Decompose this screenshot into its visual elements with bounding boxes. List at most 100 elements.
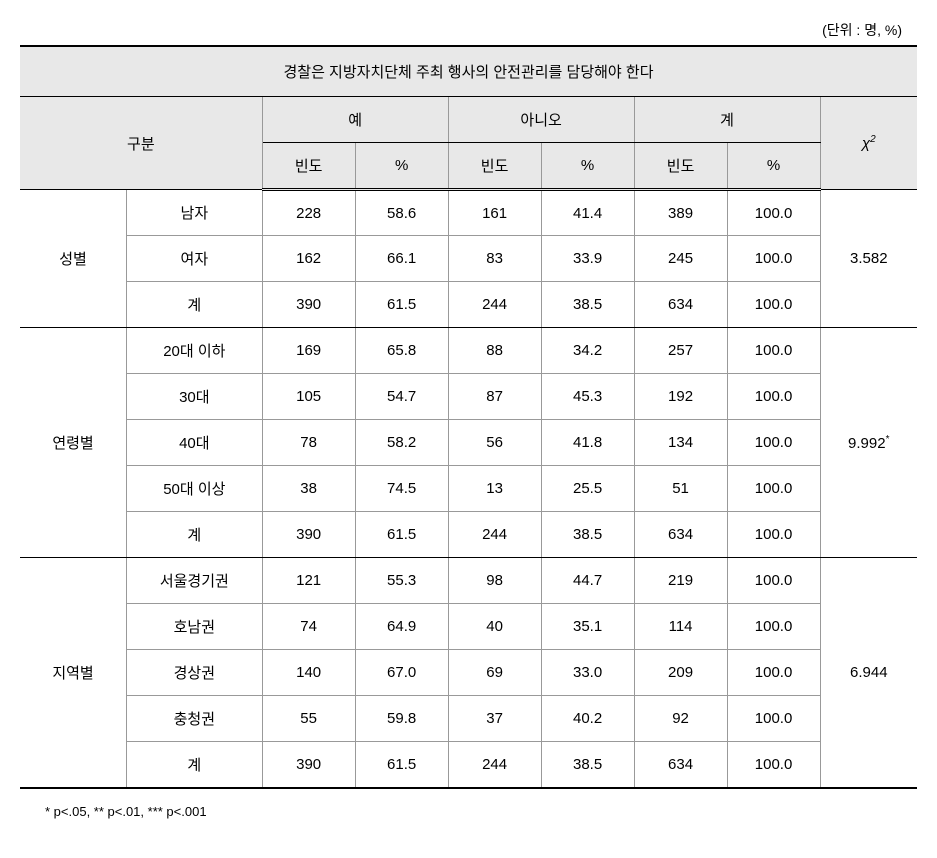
table-row: 성별남자22858.616141.4389100.03.582: [20, 190, 917, 236]
table-row: 40대7858.25641.8134100.0: [20, 420, 917, 466]
cell-no-freq: 244: [448, 282, 541, 328]
header-total-freq: 빈도: [634, 143, 727, 190]
cell-total-pct: 100.0: [727, 650, 820, 696]
cell-yes-pct: 66.1: [355, 236, 448, 282]
cell-total-pct: 100.0: [727, 328, 820, 374]
header-total-pct: %: [727, 143, 820, 190]
table-row: 계39061.524438.5634100.0: [20, 282, 917, 328]
cell-yes-freq: 390: [262, 742, 355, 789]
cell-no-pct: 35.1: [541, 604, 634, 650]
cell-total-freq: 219: [634, 558, 727, 604]
cell-total-freq: 634: [634, 512, 727, 558]
header-yes-freq: 빈도: [262, 143, 355, 190]
row-label: 경상권: [127, 650, 263, 696]
cell-no-pct: 41.4: [541, 190, 634, 236]
row-label: 30대: [127, 374, 263, 420]
cell-no-freq: 56: [448, 420, 541, 466]
table-row: 연령별20대 이하16965.88834.2257100.09.992*: [20, 328, 917, 374]
cell-total-pct: 100.0: [727, 236, 820, 282]
row-label: 계: [127, 282, 263, 328]
cell-total-freq: 92: [634, 696, 727, 742]
chi-number: 9.992: [848, 435, 886, 452]
cell-yes-pct: 59.8: [355, 696, 448, 742]
cell-no-pct: 38.5: [541, 742, 634, 789]
cell-no-pct: 45.3: [541, 374, 634, 420]
table-row: 여자16266.18333.9245100.0: [20, 236, 917, 282]
cell-yes-freq: 390: [262, 282, 355, 328]
cell-no-freq: 37: [448, 696, 541, 742]
cell-no-freq: 87: [448, 374, 541, 420]
row-label: 호남권: [127, 604, 263, 650]
row-label: 40대: [127, 420, 263, 466]
footnote: * p<.05, ** p<.01, *** p<.001: [20, 804, 917, 819]
unit-label: (단위 : 명, %): [20, 20, 917, 40]
chi-number: 6.944: [850, 664, 888, 681]
row-label: 계: [127, 742, 263, 789]
cell-yes-pct: 55.3: [355, 558, 448, 604]
cell-yes-pct: 54.7: [355, 374, 448, 420]
group-label: 연령별: [20, 328, 127, 558]
cell-no-pct: 41.8: [541, 420, 634, 466]
row-label: 남자: [127, 190, 263, 236]
chi-value: 6.944: [820, 558, 917, 789]
cell-total-pct: 100.0: [727, 696, 820, 742]
cell-yes-freq: 162: [262, 236, 355, 282]
cell-yes-pct: 74.5: [355, 466, 448, 512]
cell-total-freq: 114: [634, 604, 727, 650]
cell-no-freq: 98: [448, 558, 541, 604]
chi-sup: 2: [870, 134, 876, 145]
chi-value: 3.582: [820, 190, 917, 328]
chi-symbol: χ: [862, 135, 870, 152]
cell-yes-freq: 74: [262, 604, 355, 650]
cell-yes-freq: 38: [262, 466, 355, 512]
cell-total-freq: 245: [634, 236, 727, 282]
row-label: 서울경기권: [127, 558, 263, 604]
cell-no-pct: 25.5: [541, 466, 634, 512]
cell-no-pct: 33.0: [541, 650, 634, 696]
table-row: 계39061.524438.5634100.0: [20, 512, 917, 558]
cell-yes-freq: 140: [262, 650, 355, 696]
table-row: 계39061.524438.5634100.0: [20, 742, 917, 789]
cell-no-pct: 38.5: [541, 512, 634, 558]
cell-total-freq: 634: [634, 742, 727, 789]
cell-yes-freq: 169: [262, 328, 355, 374]
statistics-table: 경찰은 지방자치단체 주최 행사의 안전관리를 담당해야 한다 구분 예 아니오…: [20, 45, 917, 789]
header-no: 아니오: [448, 97, 634, 143]
header-category: 구분: [20, 97, 262, 190]
cell-total-freq: 134: [634, 420, 727, 466]
cell-total-pct: 100.0: [727, 282, 820, 328]
cell-no-pct: 34.2: [541, 328, 634, 374]
cell-yes-freq: 228: [262, 190, 355, 236]
header-yes: 예: [262, 97, 448, 143]
cell-total-freq: 51: [634, 466, 727, 512]
cell-total-pct: 100.0: [727, 466, 820, 512]
row-label: 충청권: [127, 696, 263, 742]
row-label: 20대 이하: [127, 328, 263, 374]
row-label: 계: [127, 512, 263, 558]
cell-no-freq: 244: [448, 512, 541, 558]
header-no-pct: %: [541, 143, 634, 190]
cell-no-freq: 13: [448, 466, 541, 512]
cell-total-pct: 100.0: [727, 558, 820, 604]
cell-no-pct: 38.5: [541, 282, 634, 328]
cell-yes-pct: 65.8: [355, 328, 448, 374]
cell-no-freq: 161: [448, 190, 541, 236]
group-label: 성별: [20, 190, 127, 328]
cell-yes-freq: 78: [262, 420, 355, 466]
cell-no-pct: 40.2: [541, 696, 634, 742]
chi-value: 9.992*: [820, 328, 917, 558]
cell-yes-freq: 105: [262, 374, 355, 420]
cell-no-freq: 83: [448, 236, 541, 282]
header-yes-pct: %: [355, 143, 448, 190]
cell-total-freq: 634: [634, 282, 727, 328]
header-total: 계: [634, 97, 820, 143]
cell-total-pct: 100.0: [727, 420, 820, 466]
group-label: 지역별: [20, 558, 127, 789]
chi-significance: *: [886, 434, 890, 445]
row-label: 여자: [127, 236, 263, 282]
header-chi: χ2: [820, 97, 917, 190]
table-row: 30대10554.78745.3192100.0: [20, 374, 917, 420]
cell-yes-pct: 61.5: [355, 512, 448, 558]
cell-total-freq: 389: [634, 190, 727, 236]
table-title: 경찰은 지방자치단체 주최 행사의 안전관리를 담당해야 한다: [20, 46, 917, 97]
